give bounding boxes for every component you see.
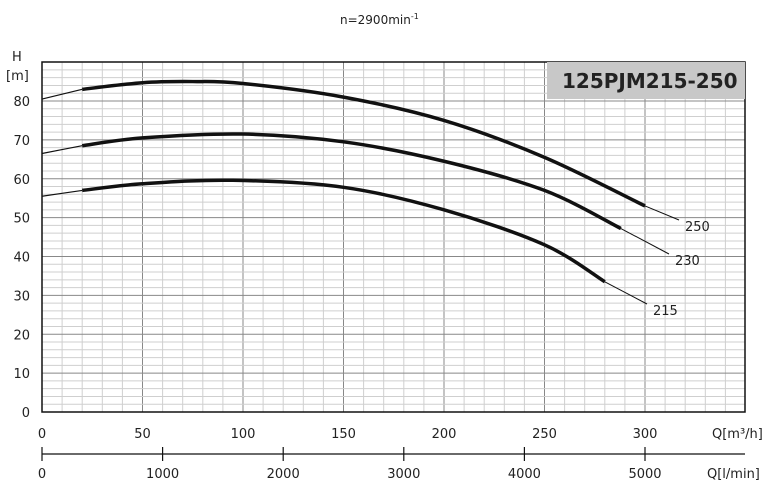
curve-215: 215 [41,178,678,319]
model-badge-text: 125PJM215-250 [562,69,738,93]
x-tick-label: 200 [432,427,457,442]
secondary-x-tick-label: 0 [38,467,46,482]
curves: 250 230 215 [41,79,710,319]
curve-label: 230 [675,254,700,269]
curve-label: 250 [685,220,710,235]
y-tick-label: 30 [13,289,30,304]
x-tick-label: 0 [38,427,46,442]
x-tick-label: 150 [331,427,356,442]
secondary-x-tick-label: 5000 [628,467,661,482]
secondary-x-tick-label: 1000 [146,467,179,482]
x-ticks: 0 50 100 150 200 250 300 [38,427,658,442]
model-badge: 125PJM215-250 [547,62,745,99]
y-tick-label: 60 [13,173,30,188]
chart-title: n=2900min-1 [340,12,419,27]
x-tick-label: 50 [134,427,151,442]
x-tick-label: 250 [532,427,557,442]
y-tick-label: 50 [13,212,30,227]
secondary-x-axis-label: Q[l/min] [707,467,760,482]
y-tick-label: 0 [22,406,30,421]
y-tick-label: 80 [13,95,30,110]
y-axis-label-unit: [m] [6,69,29,84]
secondary-x-ticks: 0 1000 2000 3000 4000 5000 [38,447,662,482]
x-axis-label: Q[m³/h] [712,427,763,442]
plot-frame [41,61,746,413]
secondary-x-tick-label: 2000 [267,467,300,482]
curve-250: 250 [41,79,710,235]
y-tick-label: 10 [13,367,30,382]
curve-label: 215 [653,304,678,319]
y-tick-label: 20 [13,328,30,343]
y-ticks: 0 10 20 30 40 50 60 70 80 [13,95,30,421]
secondary-x-tick-label: 3000 [387,467,420,482]
curve-230: 230 [41,132,700,269]
x-tick-label: 100 [231,427,256,442]
grid [42,62,745,412]
secondary-x-tick-label: 4000 [508,467,541,482]
y-tick-label: 40 [13,251,30,266]
y-tick-label: 70 [13,134,30,149]
x-tick-label: 300 [633,427,658,442]
y-axis-label-h: H [12,50,22,65]
